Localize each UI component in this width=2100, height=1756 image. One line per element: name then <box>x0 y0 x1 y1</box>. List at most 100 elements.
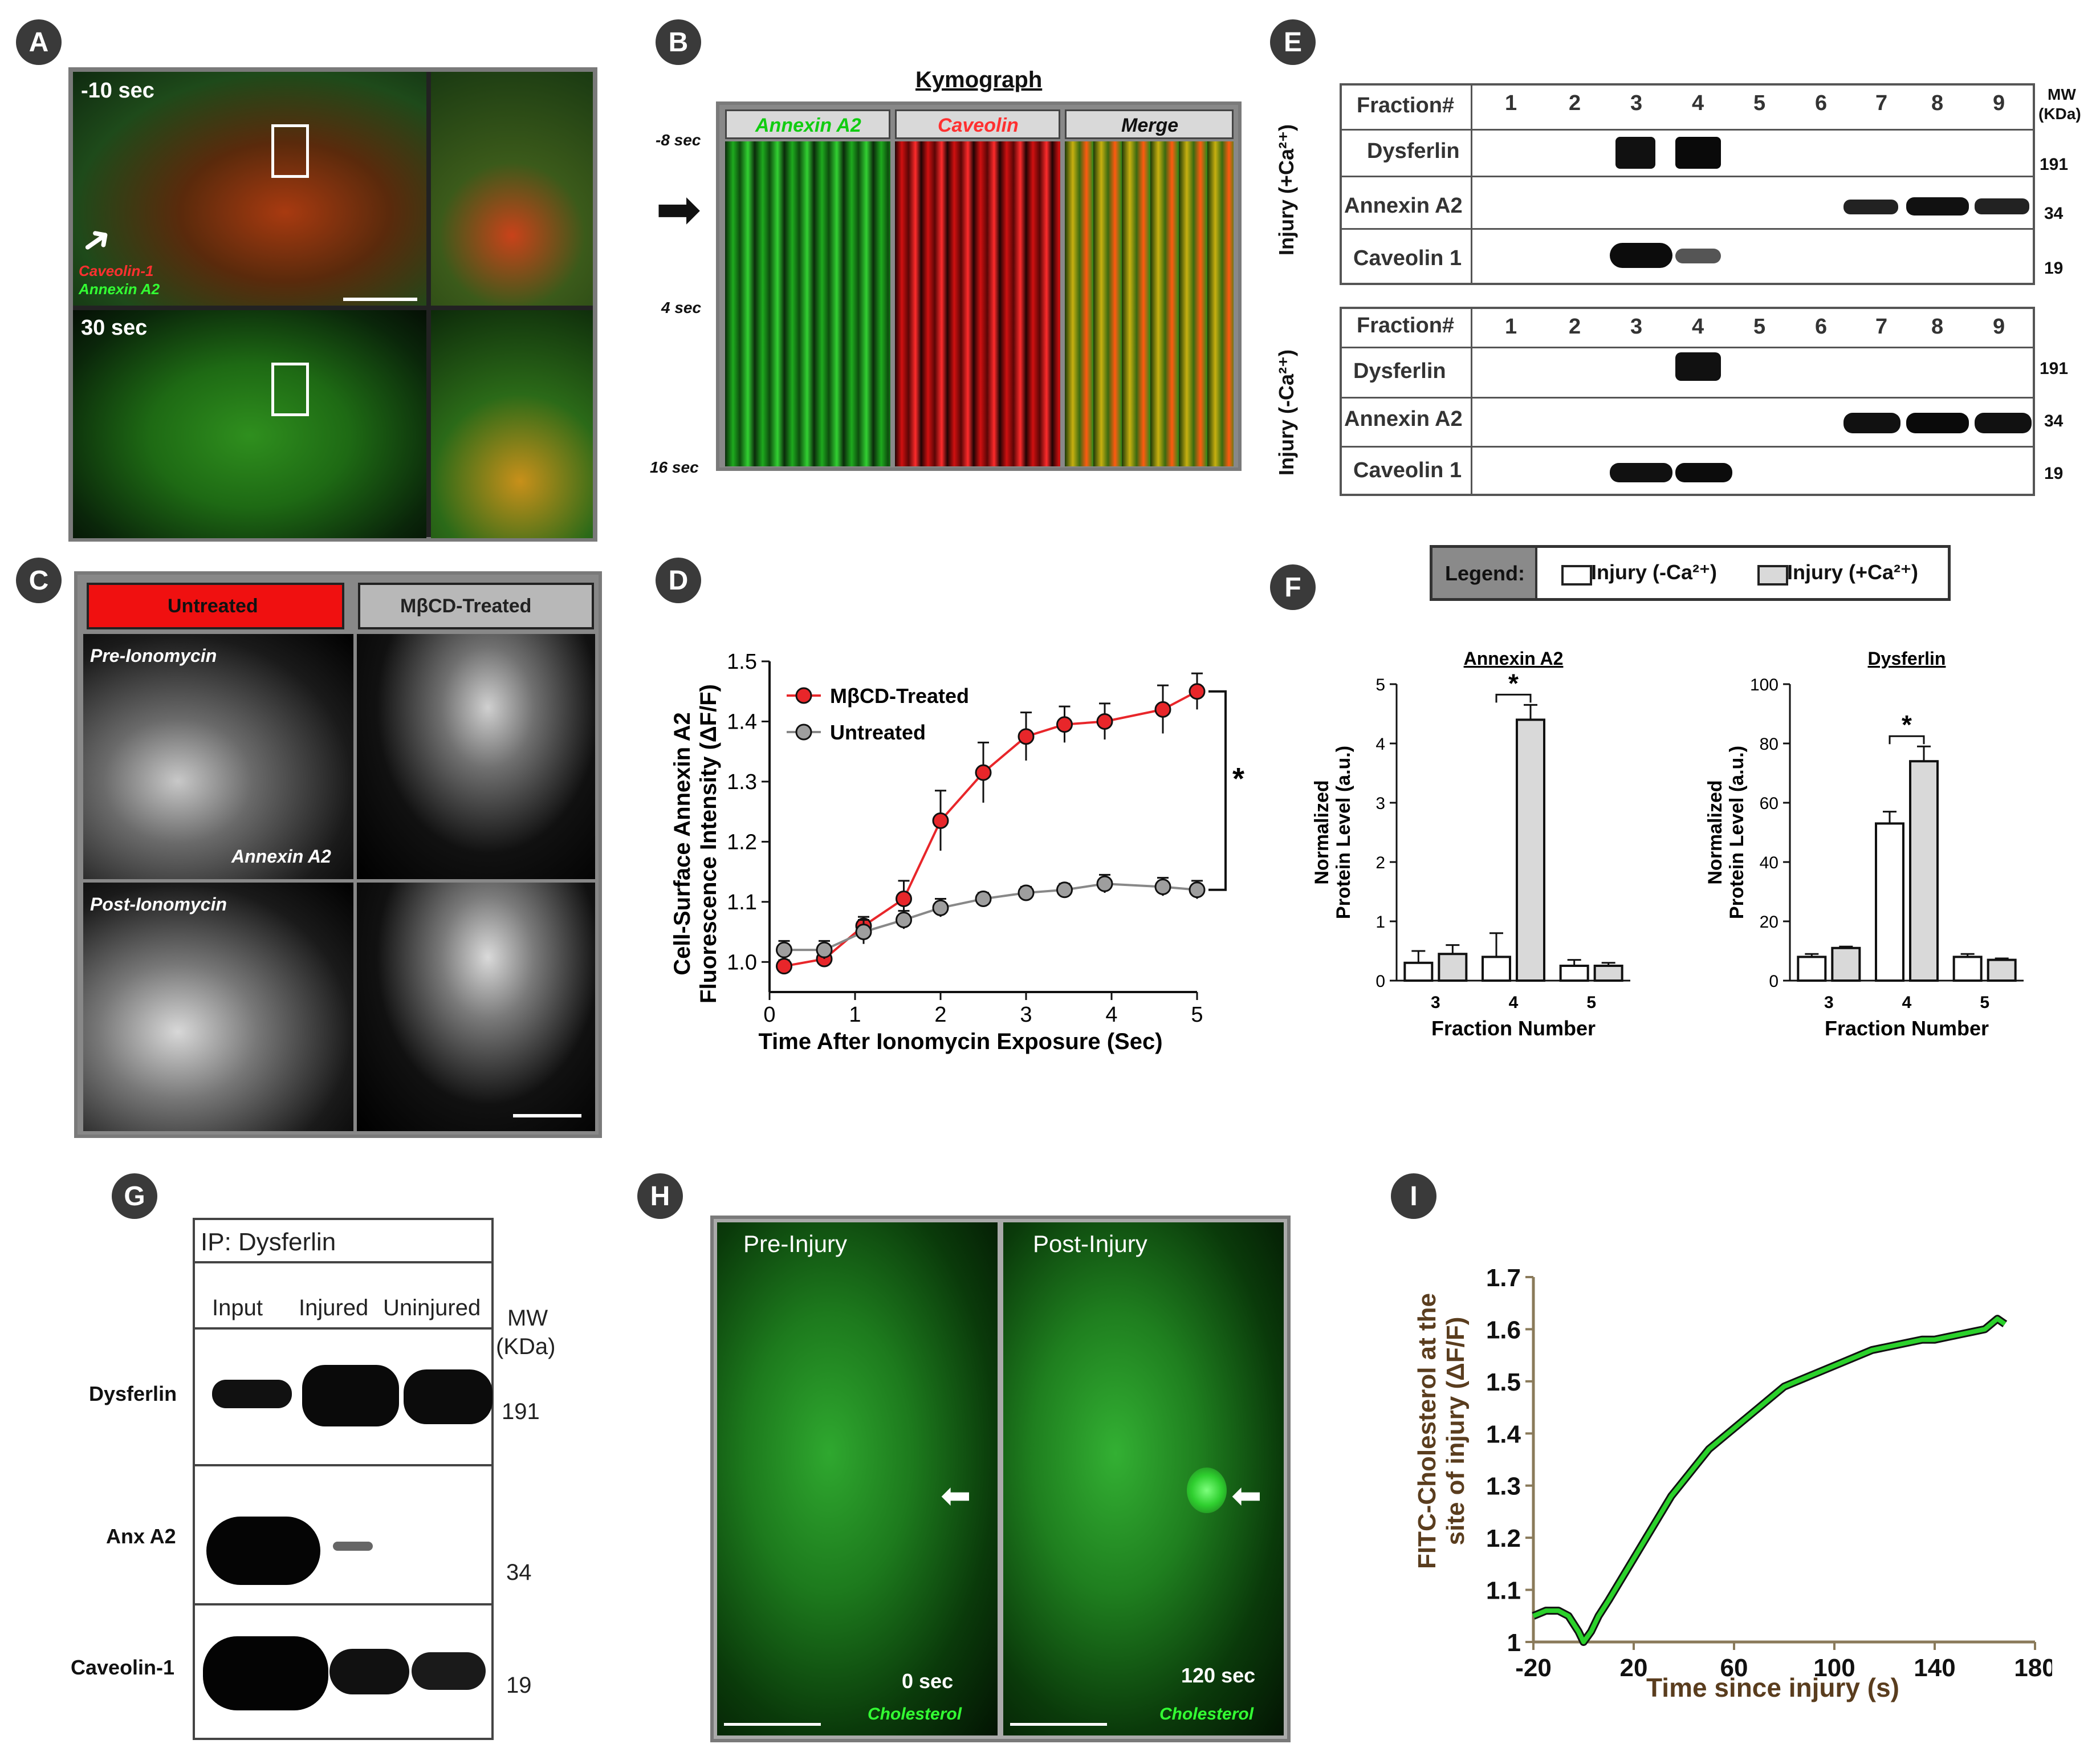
c-pre-treated <box>357 634 595 879</box>
g-row-anx: Anx A2 <box>106 1525 176 1548</box>
fraction-label-1: 1 <box>1505 91 1517 115</box>
blot1-band-caveolin-f3 <box>1610 243 1672 268</box>
blot2-band-annexin-f9 <box>1975 413 2032 433</box>
f-y-tick-label: 40 <box>1760 853 1779 872</box>
blot2-mw-19: 19 <box>2044 464 2064 483</box>
panel-a-bottom-time: 30 sec <box>81 316 148 340</box>
panel-a-legend-red: Caveolin-1 <box>79 262 154 279</box>
fraction-header: Fraction# <box>1357 94 1455 117</box>
h-right-time: 120 sec <box>1181 1664 1256 1687</box>
panel-a-top-time: -10 sec <box>81 79 154 103</box>
i-x-tick-label: 20 <box>1620 1654 1648 1682</box>
d-point <box>1056 716 1073 733</box>
i-series-line <box>1532 1316 2007 1644</box>
d-point <box>776 958 792 975</box>
i-y-tick-label: 1.2 <box>1486 1525 1521 1552</box>
panel-a-roi-top <box>271 124 309 178</box>
d-point <box>975 764 992 781</box>
legend-title: Legend: <box>1445 562 1525 585</box>
panel-d-chart: 0 1 2 3 4 5 1.0 1.1 1.2 1.3 1.4 1.5 Cell-Surface An… <box>670 650 1244 1054</box>
f-ylabel-2: Protein Level (a.u.) <box>1333 746 1354 919</box>
f-ylabel-2: Protein Level (a.u.) <box>1726 746 1748 919</box>
c-post-untreated <box>83 883 353 1131</box>
kymograph-annexin <box>725 141 890 466</box>
h-pre-injury-image <box>717 1222 998 1735</box>
panel-b-badge: B <box>656 19 701 65</box>
blot1-band-annexin-f9 <box>1975 198 2029 214</box>
d-x-tick-label: 0 <box>763 1003 775 1027</box>
d-legend-marker <box>795 723 812 741</box>
g-band-anx-input <box>206 1517 320 1585</box>
blot2-band-annexin-f8 <box>1906 413 1969 433</box>
d-point <box>932 899 949 916</box>
i-y-tick-label: 1.3 <box>1486 1473 1521 1501</box>
g-band-dysferlin-injured <box>302 1365 399 1426</box>
panel-g-blot: IP: Dysferlin Input Injured Uninjured <box>193 1218 494 1740</box>
header-mbcd-treated: MβCD-Treated <box>358 583 594 629</box>
f-x-tick-label: 4 <box>1902 993 1912 1012</box>
blot2-row-annexin: Annexin A2 <box>1344 407 1463 431</box>
d-point <box>1096 713 1113 730</box>
panel-a-top-image <box>73 72 426 306</box>
d-significance-bracket <box>1208 690 1227 891</box>
panel-a-roi-bottom <box>271 363 309 416</box>
blot1-band-dysferlin-f4 <box>1675 137 1721 169</box>
panel-g-badge: G <box>112 1173 157 1219</box>
panel-a-scale-bar <box>343 298 417 301</box>
f-y-tick-label: 0 <box>1769 972 1779 991</box>
d-xlabel: Time After Ionomycin Exposure (Sec) <box>758 1029 1162 1054</box>
fraction-header-2: Fraction# <box>1357 314 1455 338</box>
h-left-title: Pre-Injury <box>743 1230 848 1257</box>
blot1-mw-34: 34 <box>2044 204 2064 223</box>
panel-h-badge: H <box>637 1173 683 1219</box>
panel-f-right-chart: Dysferlin 0 20 40 60 80 100 3 4 5 * Normalized Prote… <box>1704 648 2024 1040</box>
blot1-band-annexin-f7 <box>1843 200 1898 214</box>
i-x-tick-label: 100 <box>1813 1654 1855 1682</box>
g-mw-34: 34 <box>506 1560 532 1585</box>
d-point <box>1018 728 1035 745</box>
f-y-tick-label: 5 <box>1375 676 1385 694</box>
kymograph-caveolin <box>895 141 1060 466</box>
f-significance-bracket <box>1889 735 1925 745</box>
panel-a-legend-green: Annexin A2 <box>79 281 160 298</box>
fraction-label-9: 9 <box>1993 315 2005 339</box>
fraction-label-2: 2 <box>1569 91 1581 115</box>
d-legend-marker <box>795 687 812 704</box>
d-point <box>1189 881 1206 899</box>
f-x-tick-label: 3 <box>1824 993 1834 1012</box>
d-y-tick-label: 1.4 <box>727 710 757 734</box>
f-significance: * <box>1508 668 1519 698</box>
fraction-label-7: 7 <box>1875 315 1888 339</box>
fraction-label-7: 7 <box>1875 91 1888 115</box>
f-bar <box>1831 946 1861 982</box>
header-untreated: Untreated <box>87 583 344 629</box>
h-post-injury-image <box>1003 1222 1284 1735</box>
d-point <box>1189 683 1206 700</box>
f-xlabel: Fraction Number <box>1431 1017 1596 1040</box>
i-x-tick-label: -20 <box>1515 1654 1552 1682</box>
panel-e-mw-header: MW <box>2048 86 2076 103</box>
g-col-injured: Injured <box>299 1295 369 1320</box>
panel-b-title: Kymograph <box>915 67 1043 92</box>
legend-swatch-minus <box>1561 565 1592 586</box>
panel-e-mw-unit: (KDa) <box>2038 105 2081 123</box>
i-x-tick-label: 180 <box>2014 1654 2052 1682</box>
blot2-condition: Injury (-Ca²⁺) <box>1275 349 1298 475</box>
kymo-arrow-icon: ➡ <box>656 179 702 240</box>
d-x-tick-label: 5 <box>1191 1003 1203 1027</box>
fraction-label-2: 2 <box>1569 315 1581 339</box>
d-legend-label: MβCD-Treated <box>830 684 969 708</box>
d-y-tick-label: 1.3 <box>727 770 757 794</box>
f-x-tick-label: 4 <box>1509 993 1519 1012</box>
d-point <box>1056 881 1073 899</box>
blot2-row-dysferlin: Dysferlin <box>1353 359 1446 383</box>
f-x-tick-label: 3 <box>1431 993 1440 1012</box>
f-y-tick-label: 4 <box>1375 735 1385 754</box>
f-y-tick-label: 100 <box>1750 676 1779 694</box>
blot1-mw-191: 191 <box>2040 155 2069 174</box>
fraction-label-9: 9 <box>1993 91 2005 115</box>
fraction-label-4: 4 <box>1692 315 1704 339</box>
f-bar <box>1403 961 1434 982</box>
fraction-label-5: 5 <box>1753 315 1766 339</box>
i-y-tick-label: 1.6 <box>1486 1316 1521 1344</box>
